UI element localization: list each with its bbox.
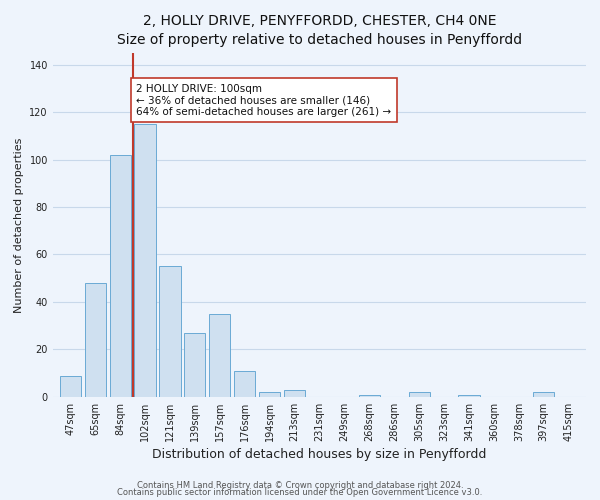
Text: Contains public sector information licensed under the Open Government Licence v3: Contains public sector information licen… (118, 488, 482, 497)
Bar (184, 333, 205, 397)
X-axis label: Distribution of detached houses by size in Penyffordd: Distribution of detached houses by size … (152, 448, 487, 461)
Bar (59, 376, 81, 397)
Bar (134, 124, 155, 397)
Bar (209, 314, 230, 397)
Bar (409, 392, 430, 397)
Bar (284, 390, 305, 397)
Bar (85, 283, 106, 397)
Bar (533, 392, 554, 397)
Bar (359, 394, 380, 397)
Text: 2 HOLLY DRIVE: 100sqm
← 36% of detached houses are smaller (146)
64% of semi-det: 2 HOLLY DRIVE: 100sqm ← 36% of detached … (136, 84, 391, 117)
Text: Contains HM Land Registry data © Crown copyright and database right 2024.: Contains HM Land Registry data © Crown c… (137, 480, 463, 490)
Bar (110, 155, 131, 397)
Title: 2, HOLLY DRIVE, PENYFFORDD, CHESTER, CH4 0NE
Size of property relative to detach: 2, HOLLY DRIVE, PENYFFORDD, CHESTER, CH4… (117, 14, 522, 48)
Bar (234, 371, 255, 397)
Bar (458, 394, 479, 397)
Y-axis label: Number of detached properties: Number of detached properties (14, 137, 24, 312)
Bar (160, 266, 181, 397)
Bar (259, 392, 280, 397)
